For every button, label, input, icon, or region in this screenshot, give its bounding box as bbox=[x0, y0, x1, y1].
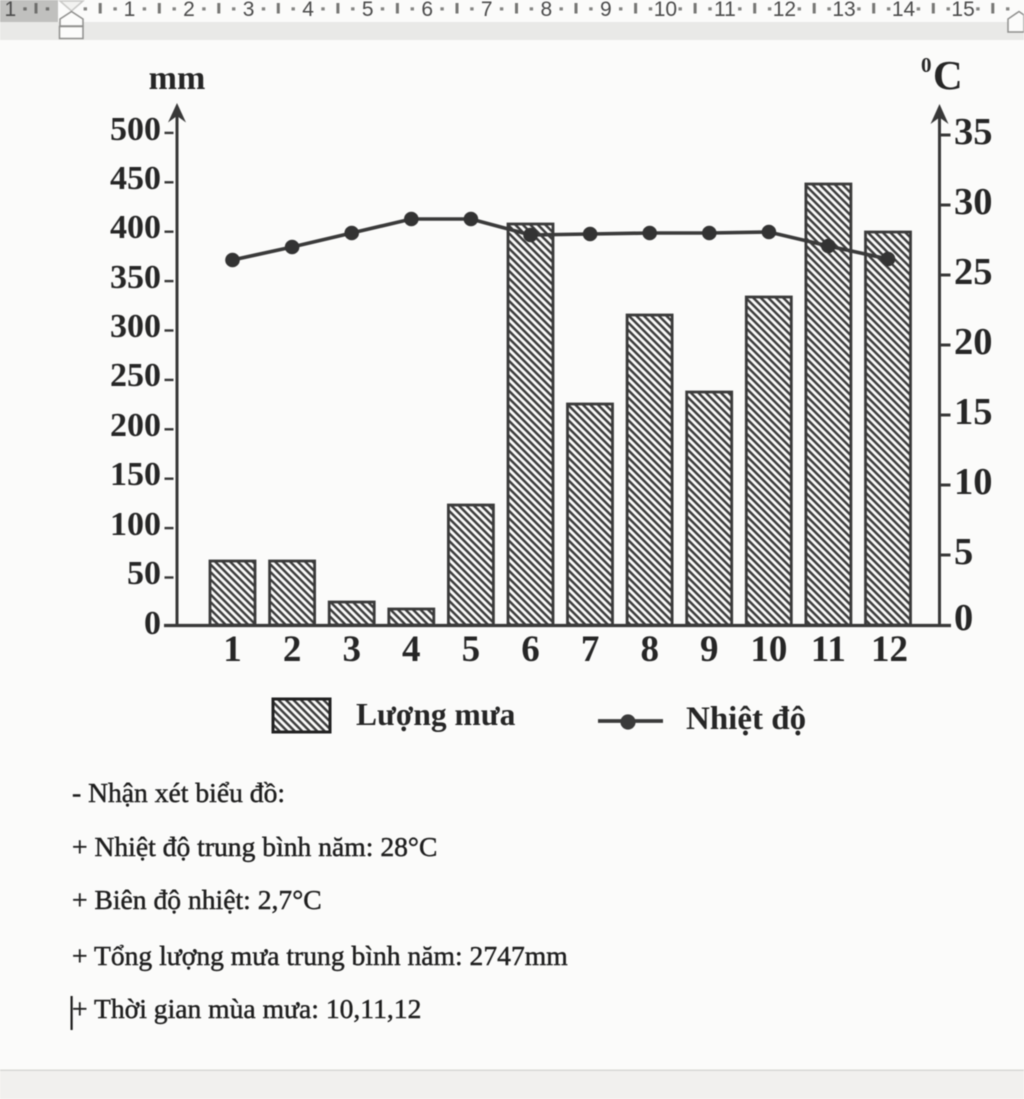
svg-text:10: 10 bbox=[954, 461, 993, 503]
svg-text:13: 13 bbox=[832, 0, 855, 21]
svg-text:C: C bbox=[933, 52, 963, 98]
svg-text:12: 12 bbox=[773, 0, 796, 21]
svg-text:11: 11 bbox=[714, 0, 736, 21]
svg-text:2: 2 bbox=[183, 0, 195, 21]
svg-text:0: 0 bbox=[921, 53, 932, 77]
svg-text:200: 200 bbox=[110, 407, 161, 444]
svg-text:5: 5 bbox=[462, 629, 481, 670]
svg-text:0: 0 bbox=[954, 597, 973, 639]
svg-text:2: 2 bbox=[283, 629, 302, 670]
svg-text:350: 350 bbox=[110, 259, 161, 296]
svg-text:7: 7 bbox=[581, 629, 600, 670]
svg-text:8: 8 bbox=[540, 0, 552, 21]
svg-text:25: 25 bbox=[954, 251, 993, 293]
svg-text:14: 14 bbox=[892, 0, 916, 21]
svg-text:30: 30 bbox=[954, 181, 993, 223]
svg-text:500: 500 bbox=[110, 111, 161, 148]
svg-text:35: 35 bbox=[954, 111, 993, 153]
svg-text:4: 4 bbox=[302, 0, 314, 21]
svg-text:5: 5 bbox=[362, 0, 374, 21]
svg-text:8: 8 bbox=[640, 629, 659, 670]
svg-text:6: 6 bbox=[521, 629, 540, 670]
svg-text:Lượng mưa: Lượng mưa bbox=[356, 697, 516, 732]
svg-text:50: 50 bbox=[127, 555, 161, 592]
svg-text:15: 15 bbox=[954, 391, 993, 433]
svg-text:10: 10 bbox=[750, 629, 787, 670]
svg-text:9: 9 bbox=[700, 629, 719, 670]
svg-text:450: 450 bbox=[110, 160, 161, 197]
svg-text:7: 7 bbox=[481, 0, 493, 21]
svg-text:- Nhận xét biểu đồ:: - Nhận xét biểu đồ: bbox=[72, 777, 285, 808]
svg-text:4: 4 bbox=[402, 629, 421, 670]
svg-text:0: 0 bbox=[144, 605, 161, 642]
svg-text:6: 6 bbox=[421, 0, 433, 21]
svg-text:1: 1 bbox=[223, 629, 242, 670]
svg-text:5: 5 bbox=[954, 531, 973, 573]
svg-text:3: 3 bbox=[243, 0, 255, 21]
svg-text:Nhiệt độ: Nhiệt độ bbox=[686, 701, 806, 737]
svg-text:+ Biên độ nhiệt: 2,7°C: + Biên độ nhiệt: 2,7°C bbox=[72, 884, 322, 915]
svg-text:300: 300 bbox=[110, 308, 161, 345]
svg-text:+ Nhiệt độ trung bình năm: 28°: + Nhiệt độ trung bình năm: 28°C bbox=[72, 831, 437, 862]
svg-text:250: 250 bbox=[110, 357, 161, 394]
svg-text:10: 10 bbox=[654, 0, 677, 21]
svg-text:20: 20 bbox=[954, 321, 993, 363]
svg-text:12: 12 bbox=[871, 629, 908, 670]
svg-text:11: 11 bbox=[811, 629, 846, 670]
svg-text:1: 1 bbox=[124, 0, 136, 21]
svg-text:1: 1 bbox=[5, 0, 17, 21]
svg-text:400: 400 bbox=[110, 209, 161, 246]
svg-text:9: 9 bbox=[600, 0, 612, 21]
svg-text:+ Thời gian mùa mưa: 10,11,12: + Thời gian mùa mưa: 10,11,12 bbox=[72, 993, 421, 1024]
svg-text:3: 3 bbox=[342, 629, 361, 670]
svg-text:100: 100 bbox=[110, 506, 161, 543]
svg-text:+ Tổng lượng mưa trung bình nă: + Tổng lượng mưa trung bình năm: 2747mm bbox=[72, 940, 568, 971]
svg-text:150: 150 bbox=[110, 456, 161, 493]
svg-text:mm: mm bbox=[149, 60, 206, 97]
svg-text:15: 15 bbox=[951, 0, 974, 21]
